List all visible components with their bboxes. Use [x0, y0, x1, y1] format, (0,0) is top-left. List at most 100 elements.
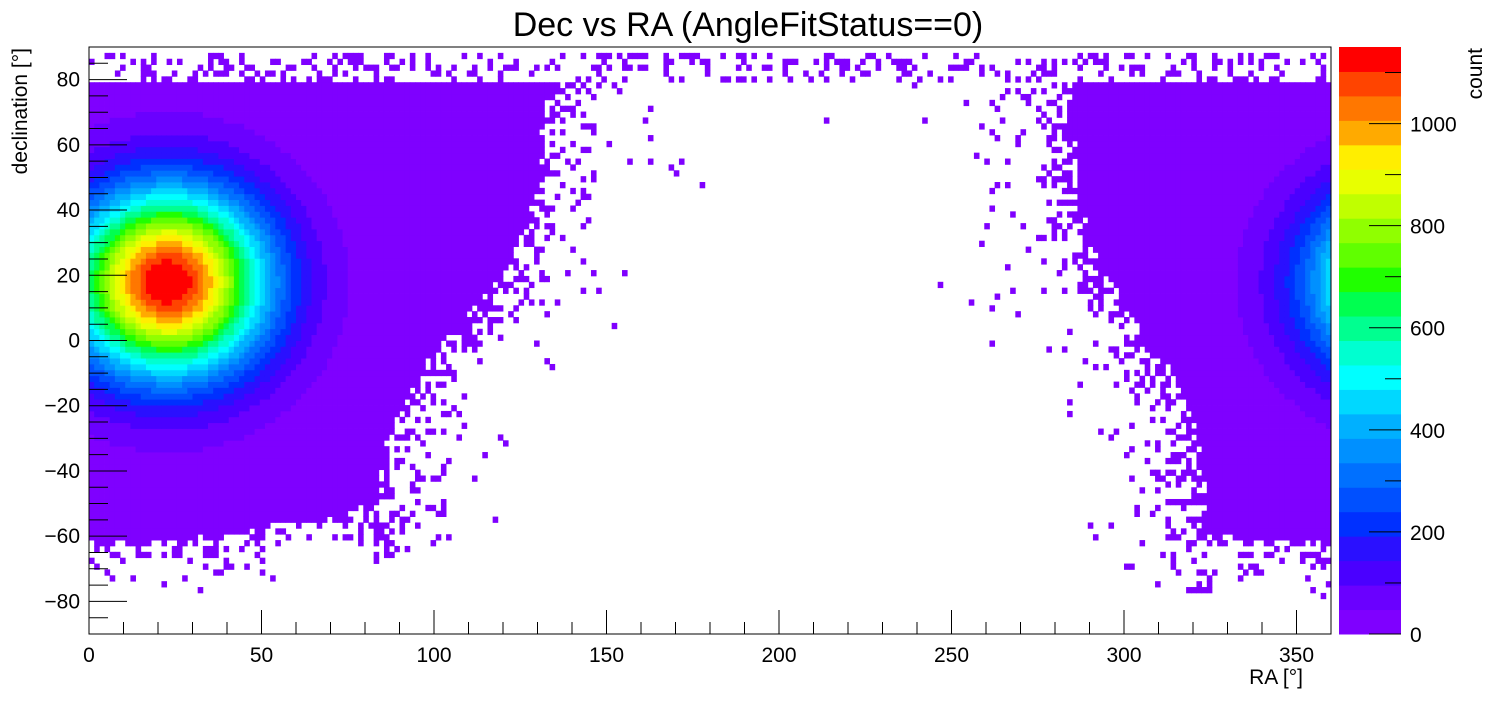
heatmap-cell [218, 469, 224, 476]
heatmap-cell [233, 516, 240, 523]
heatmap-cell [114, 440, 121, 447]
heatmap-cell [192, 328, 199, 336]
heatmap-cell [285, 463, 292, 471]
heatmap-cell [120, 375, 126, 382]
heatmap-cell [275, 463, 281, 471]
heatmap-cell [135, 311, 142, 318]
heatmap-cell [140, 434, 147, 441]
heatmap-cell [409, 193, 416, 201]
heatmap-cell [311, 287, 318, 294]
heatmap-cell [197, 498, 204, 506]
heatmap-cell [306, 164, 312, 171]
heatmap-cell [151, 498, 157, 506]
heatmap-cell [275, 469, 281, 476]
heatmap-cell [187, 199, 193, 206]
heatmap-cell [254, 82, 261, 89]
heatmap-cell [358, 182, 364, 189]
heatmap-cell [104, 363, 111, 371]
heatmap-cell [373, 88, 380, 95]
heatmap-cell [280, 363, 287, 371]
heatmap-cell [290, 405, 297, 412]
heatmap-cell [296, 176, 302, 183]
heatmap-cell [399, 299, 406, 306]
heatmap-cell [301, 211, 307, 218]
heatmap-cell [120, 346, 126, 353]
heatmap-cell [296, 287, 302, 294]
heatmap-cell [342, 82, 349, 89]
heatmap-cell [145, 522, 152, 529]
heatmap-cell [145, 416, 152, 424]
heatmap-cell [327, 234, 333, 242]
heatmap-cell [420, 393, 426, 400]
heatmap-cell [347, 146, 354, 154]
heatmap-cell [156, 305, 162, 312]
heatmap-cell [213, 187, 219, 195]
heatmap-cell [171, 334, 178, 341]
heatmap-cell [409, 293, 416, 300]
heatmap-cell [223, 358, 230, 365]
heatmap-cell [161, 434, 168, 441]
heatmap-cell [311, 493, 318, 500]
heatmap-cell [120, 223, 126, 230]
heatmap-cell [114, 522, 121, 529]
heatmap-cell [404, 99, 411, 107]
heatmap-cell [342, 493, 349, 500]
heatmap-cell [373, 557, 380, 564]
heatmap-cell [249, 334, 255, 341]
heatmap-cell [151, 187, 157, 195]
heatmap-cell [264, 317, 271, 324]
heatmap-cell [197, 187, 204, 195]
heatmap-cell [99, 375, 105, 382]
heatmap-cell [140, 422, 147, 429]
heatmap-cell [94, 270, 100, 277]
heatmap-cell [347, 223, 354, 230]
heatmap-cell [94, 510, 100, 517]
heatmap-cell [151, 99, 157, 107]
heatmap-cell [151, 82, 157, 89]
heatmap-cell [239, 522, 245, 529]
heatmap-cell [311, 375, 318, 382]
heatmap-cell [151, 275, 157, 283]
heatmap-cell [290, 352, 297, 359]
heatmap-cell [327, 264, 333, 271]
heatmap-cell [311, 52, 318, 60]
heatmap-cell [223, 387, 230, 394]
heatmap-cell [259, 528, 266, 535]
heatmap-cell [161, 217, 168, 224]
heatmap-cell [140, 363, 147, 371]
heatmap-cell [311, 299, 318, 306]
heatmap-cell [104, 158, 111, 165]
heatmap-cell [104, 287, 111, 294]
heatmap-cell [415, 217, 421, 224]
heatmap-cell [337, 481, 343, 488]
heatmap-cell [94, 498, 100, 506]
heatmap-cell [373, 293, 380, 300]
heatmap-cell [280, 322, 287, 330]
heatmap-cell [233, 275, 240, 283]
heatmap-cell [166, 252, 173, 259]
heatmap-cell [363, 305, 369, 312]
heatmap-cell [301, 205, 307, 212]
heatmap-cell [311, 246, 318, 253]
heatmap-cell [187, 152, 193, 159]
heatmap-cell [296, 510, 302, 517]
heatmap-cell [161, 334, 168, 341]
heatmap-cell [130, 287, 136, 294]
heatmap-cell [373, 393, 380, 400]
heatmap-cell [192, 528, 199, 535]
heatmap-cell [202, 322, 209, 330]
heatmap-cell [125, 176, 131, 183]
heatmap-cell [244, 452, 250, 459]
heatmap-cell [120, 275, 126, 283]
heatmap-cell [208, 434, 214, 441]
heatmap-cell [290, 252, 297, 259]
heatmap-cell [202, 551, 209, 559]
heatmap-cell [182, 416, 188, 424]
heatmap-cell [125, 293, 131, 300]
heatmap-cell [166, 375, 173, 382]
heatmap-cell [99, 387, 105, 394]
heatmap-cell [399, 82, 406, 89]
heatmap-cell [120, 463, 126, 471]
heatmap-cell [321, 105, 328, 112]
heatmap-cell [208, 123, 214, 130]
